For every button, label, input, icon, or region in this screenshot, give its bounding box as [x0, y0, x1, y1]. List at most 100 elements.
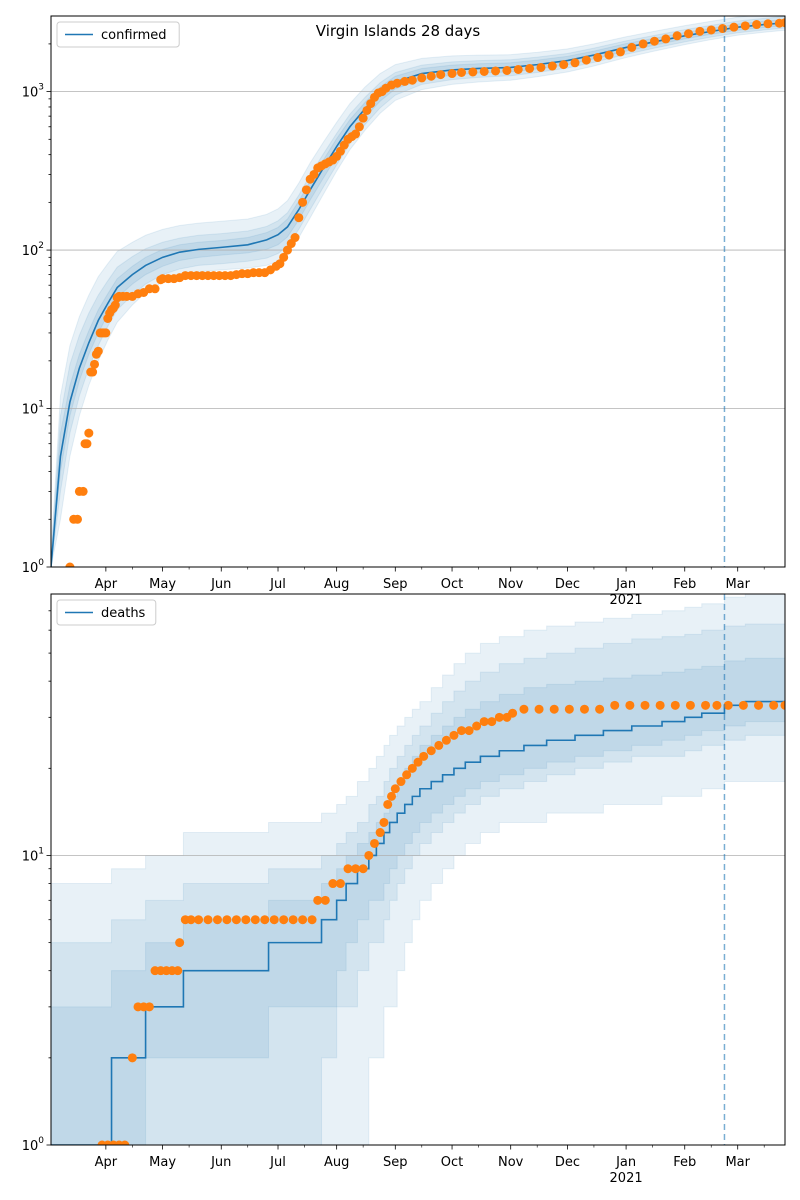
observed-point — [672, 31, 682, 41]
observed-point — [436, 70, 446, 80]
observed-point — [780, 18, 785, 28]
observed-point — [525, 63, 535, 73]
observed-point — [479, 66, 489, 76]
observed-point — [88, 367, 98, 377]
observed-point — [407, 75, 417, 85]
x-tick-label: Jun — [210, 1155, 231, 1170]
observed-point — [194, 915, 204, 925]
observed-point — [309, 169, 319, 179]
observed-point — [738, 700, 748, 710]
observed-point — [101, 328, 111, 338]
observed-point — [718, 24, 728, 34]
x-tick-label: Aug — [324, 1155, 349, 1170]
observed-point — [655, 700, 665, 710]
observed-point — [241, 915, 251, 925]
observed-point — [90, 359, 100, 369]
x-tick-label: Nov — [498, 577, 524, 592]
y-tick-label: 101 — [22, 400, 44, 418]
observed-point — [472, 721, 482, 731]
uncertainty-band-2 — [51, 19, 785, 567]
x-tick-label: Mar — [725, 1155, 750, 1170]
observed-point — [595, 704, 605, 714]
observed-point — [288, 915, 298, 925]
observed-point — [369, 838, 379, 848]
observed-point — [364, 850, 374, 860]
observed-point — [212, 915, 222, 925]
observed-point — [559, 60, 569, 70]
x-tick-label: Jul — [269, 1155, 286, 1170]
observed-point — [579, 704, 589, 714]
observed-point — [400, 76, 410, 86]
observed-point — [392, 78, 402, 88]
observed-point — [127, 1053, 137, 1063]
x-tick-label: Oct — [441, 577, 463, 592]
figure-title: Virgin Islands 28 days — [316, 22, 481, 40]
observed-point — [625, 700, 635, 710]
x-tick-label: Jun — [210, 577, 231, 592]
confirmed-axes-frame — [50, 15, 786, 568]
observed-point — [269, 915, 279, 925]
deaths-axes-frame — [50, 593, 786, 1146]
observed-point — [175, 938, 185, 948]
observed-point — [407, 763, 417, 773]
confirmed-y-ticks: 100 101 102 103 — [22, 43, 51, 576]
observed-point — [203, 915, 213, 925]
observed-point — [150, 284, 160, 294]
observed-point — [610, 700, 620, 710]
observed-point — [65, 562, 75, 567]
observed-point — [752, 20, 762, 30]
legend-label: deaths — [101, 606, 146, 621]
observed-point — [564, 704, 574, 714]
observed-point — [294, 213, 304, 223]
observed-point — [706, 25, 716, 35]
observed-point — [396, 777, 406, 787]
observed-point — [763, 19, 773, 29]
observed-point — [307, 915, 317, 925]
x-tick-label: May — [149, 1155, 176, 1170]
observed-point — [351, 129, 361, 139]
deaths-uncertainty-bands — [51, 594, 785, 1145]
observed-point — [120, 1140, 130, 1145]
observed-point — [426, 746, 436, 756]
observed-point — [358, 864, 368, 874]
observed-point — [638, 39, 648, 49]
observed-point — [593, 53, 603, 63]
confirmed-gridlines — [51, 91, 785, 409]
observed-point — [78, 486, 88, 496]
legend-box — [56, 21, 180, 48]
observed-point — [695, 26, 705, 36]
observed-point — [729, 22, 739, 32]
observed-point — [536, 62, 546, 72]
x-tick-label: Aug — [324, 577, 349, 592]
deaths-legend: deaths — [56, 599, 157, 626]
observed-point — [362, 105, 372, 115]
x-tick-label: Jul — [269, 577, 286, 592]
observed-point — [491, 66, 501, 76]
y-tick-label: 101 — [22, 846, 44, 864]
observed-point — [84, 428, 94, 438]
x-tick-label: Dec — [555, 1155, 580, 1170]
observed-point — [387, 791, 397, 801]
observed-point — [320, 895, 330, 905]
observed-point — [508, 708, 518, 718]
deaths-observed-points — [97, 700, 785, 1145]
observed-point — [173, 966, 183, 976]
x-tick-label: Dec — [555, 577, 580, 592]
observed-point — [627, 42, 637, 52]
observed-point — [684, 29, 694, 39]
deaths-y-ticks: 100 101 — [22, 610, 51, 1154]
x-tick-label: Jan — [615, 1155, 636, 1170]
observed-point — [534, 704, 544, 714]
observed-point — [468, 67, 478, 77]
observed-point — [144, 1002, 154, 1012]
confirmed-panel: 100 101 102 103 Apr May Jun Jul Aug Sep Oct Nov Dec… — [22, 15, 786, 608]
y-tick-label: 102 — [22, 241, 44, 259]
observed-point — [434, 740, 444, 750]
observed-point — [222, 915, 232, 925]
observed-point — [282, 245, 292, 255]
x-tick-label: Sep — [383, 577, 408, 592]
observed-point — [513, 64, 523, 74]
observed-point — [570, 58, 580, 68]
